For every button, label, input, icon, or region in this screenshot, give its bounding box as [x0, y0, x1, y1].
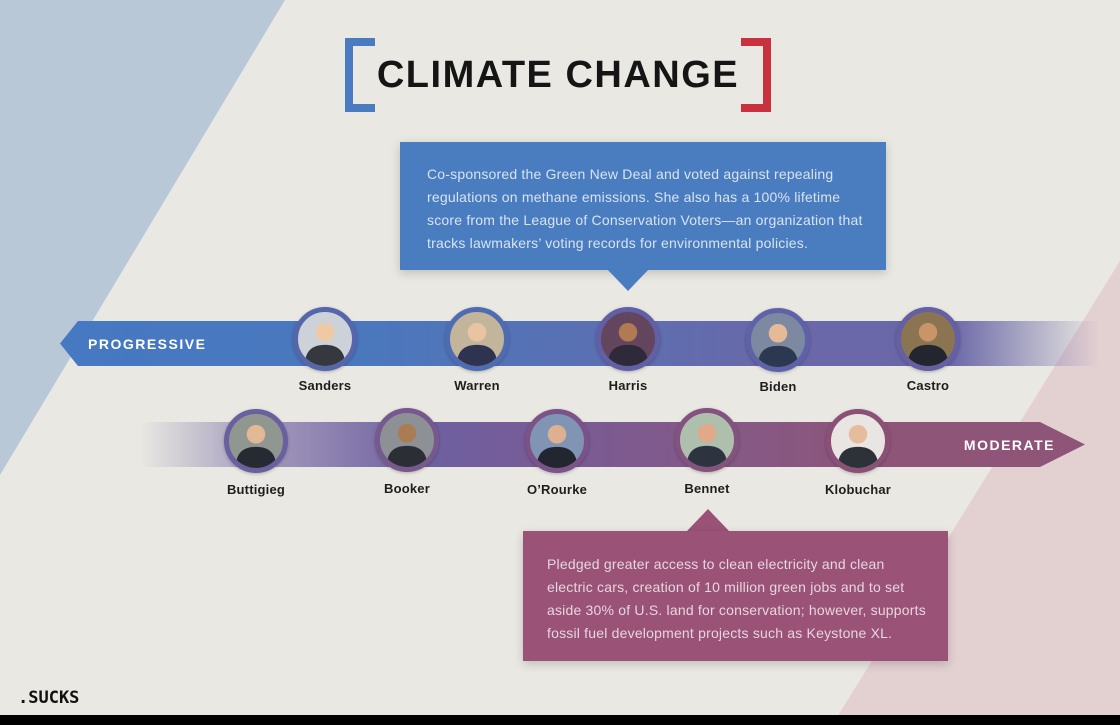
- avatar-photo: [293, 307, 357, 371]
- person-silhouette-icon: [456, 322, 498, 366]
- candidate-name: Buttigieg: [226, 482, 286, 497]
- callout-bennet-text: Pledged greater access to clean electric…: [547, 556, 926, 641]
- person-silhouette-icon: [304, 322, 346, 366]
- avatar-photo: [224, 409, 288, 473]
- candidate-castro: Castro: [896, 307, 960, 393]
- callout-harris-text: Co-sponsored the Green New Deal and vote…: [427, 166, 863, 251]
- candidate-name: Booker: [384, 481, 430, 496]
- candidate-name: O’Rourke: [526, 482, 588, 497]
- callout-harris-pointer: [607, 269, 649, 291]
- candidate-buttigieg: Buttigieg: [224, 409, 288, 497]
- sucks-logo: .SUCKS: [18, 688, 80, 708]
- person-silhouette-icon: [686, 423, 728, 467]
- candidate-bennet: Bennet: [675, 408, 739, 496]
- moderate-spectrum-bar: MODERATE: [140, 422, 1085, 467]
- title-bracket-left-icon: [345, 38, 375, 112]
- candidate-orourke: O’Rourke: [525, 409, 589, 497]
- candidate-name: Warren: [454, 378, 500, 393]
- candidate-name: Harris: [608, 378, 648, 393]
- header: CLIMATE CHANGE: [345, 36, 771, 114]
- title-bracket-right-icon: [741, 38, 771, 112]
- progressive-spectrum-bar: PROGRESSIVE: [60, 321, 1120, 366]
- avatar-photo: [445, 307, 509, 371]
- candidate-sanders: Sanders: [293, 307, 357, 393]
- candidate-name: Castro: [906, 378, 950, 393]
- avatar-photo: [896, 307, 960, 371]
- person-silhouette-icon: [607, 322, 649, 366]
- candidate-booker: Booker: [375, 408, 439, 496]
- avatar-photo: [826, 409, 890, 473]
- person-silhouette-icon: [837, 424, 879, 468]
- person-silhouette-icon: [235, 424, 277, 468]
- candidate-harris: Harris: [596, 307, 660, 393]
- person-silhouette-icon: [907, 322, 949, 366]
- page-title: CLIMATE CHANGE: [376, 53, 740, 96]
- person-silhouette-icon: [536, 424, 578, 468]
- person-silhouette-icon: [757, 323, 799, 367]
- candidate-name: Bennet: [684, 481, 730, 496]
- avatar-photo: [675, 408, 739, 472]
- avatar-photo: [746, 308, 810, 372]
- candidate-name: Biden: [759, 379, 797, 394]
- candidate-name: Klobuchar: [824, 482, 892, 497]
- bottom-black-bar: [0, 715, 1120, 725]
- candidate-warren: Warren: [445, 307, 509, 393]
- candidate-name: Sanders: [298, 378, 352, 393]
- progressive-label: PROGRESSIVE: [88, 335, 207, 352]
- avatar-photo: [375, 408, 439, 472]
- callout-bennet-pointer: [687, 509, 729, 531]
- person-silhouette-icon: [386, 423, 428, 467]
- callout-harris: Co-sponsored the Green New Deal and vote…: [400, 142, 886, 270]
- callout-bennet: Pledged greater access to clean electric…: [523, 531, 948, 661]
- candidate-biden: Biden: [746, 308, 810, 394]
- avatar-photo: [525, 409, 589, 473]
- moderate-label: MODERATE: [963, 436, 1055, 453]
- avatar-photo: [596, 307, 660, 371]
- candidate-klobuchar: Klobuchar: [825, 409, 891, 497]
